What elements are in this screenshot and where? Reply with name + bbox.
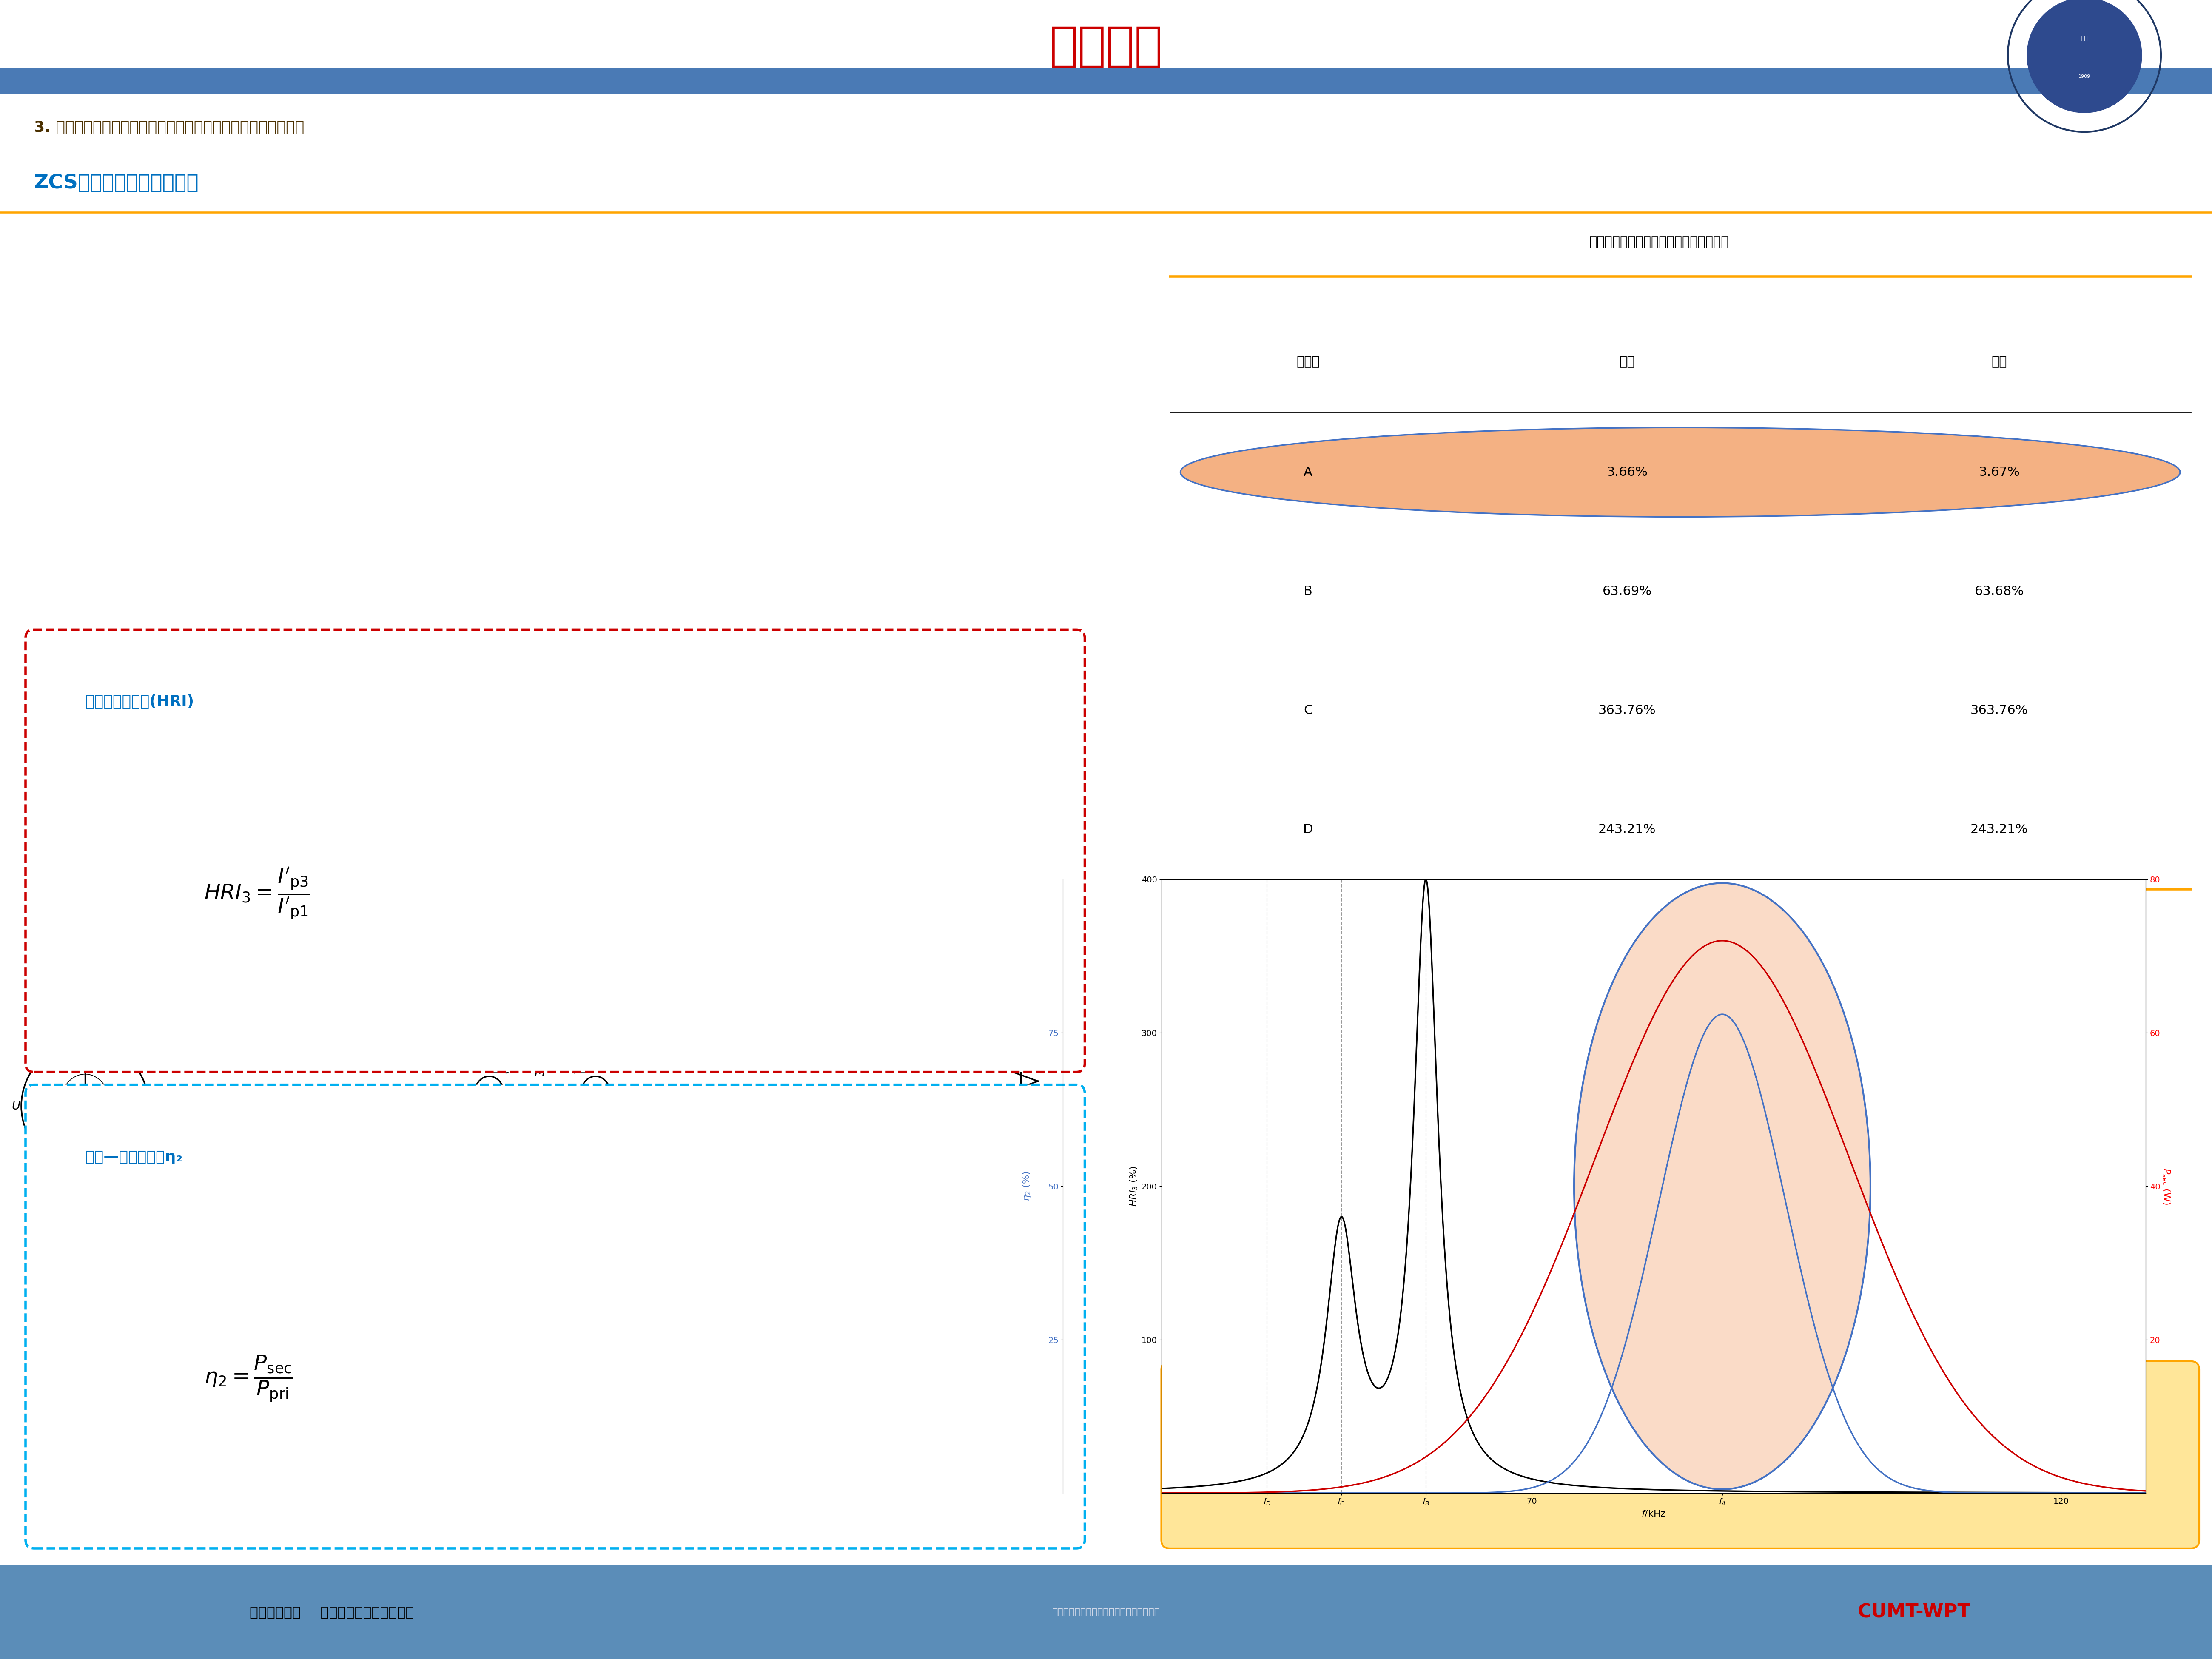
X-axis label: $f$/kHz: $f$/kHz (1641, 1510, 1666, 1518)
Text: 理论: 理论 (1619, 355, 1635, 368)
Y-axis label: $\eta_2$ (%): $\eta_2$ (%) (1022, 1171, 1031, 1201)
Text: 243.21%: 243.21% (1971, 823, 2028, 836)
FancyBboxPatch shape (27, 1085, 1084, 1548)
Text: 中国电工技术学会《电气技术》杂志社发布: 中国电工技术学会《电气技术》杂志社发布 (1053, 1608, 1159, 1616)
Circle shape (2026, 0, 2141, 113)
Text: 矿大: 矿大 (2081, 35, 2088, 41)
Bar (0, 68, 2212, 93)
Text: 363.76%: 363.76% (1971, 703, 2028, 717)
Text: $R_{\rm s}$: $R_{\rm s}$ (772, 1364, 785, 1375)
Text: 三次谐波含有率(HRI): 三次谐波含有率(HRI) (84, 695, 195, 708)
Text: SS拓扑ICPT系统的电路结构: SS拓扑ICPT系统的电路结构 (493, 1407, 613, 1418)
FancyBboxPatch shape (1161, 1362, 2199, 1548)
Text: $U_{\rm L}$: $U_{\rm L}$ (956, 994, 969, 1005)
Text: 3.67%: 3.67% (1980, 466, 2020, 478)
Text: $I_{\rm s}$: $I_{\rm s}$ (668, 825, 677, 838)
Text: 243.21%: 243.21% (1599, 823, 1657, 836)
Text: $U_{\rm i}$: $U_{\rm i}$ (11, 1100, 22, 1112)
Text: 工作点: 工作点 (1296, 355, 1321, 368)
Text: $I_{\rm p}$: $I_{\rm p}$ (471, 1362, 480, 1377)
Text: $R_{\rm L}$: $R_{\rm L}$ (1055, 1024, 1068, 1035)
Text: 363.76%: 363.76% (1599, 703, 1657, 717)
Text: $M$: $M$ (535, 1065, 546, 1078)
Text: $f_0=f_{\rm A}=\mathbf{88\ kHz}$: $f_0=f_{\rm A}=\mathbf{88\ kHz}$ (1595, 1443, 1765, 1465)
Text: 技术实现: 技术实现 (1048, 23, 1164, 70)
Text: −: − (774, 922, 783, 932)
Ellipse shape (1575, 883, 1871, 1490)
Text: 3.66%: 3.66% (1606, 466, 1648, 478)
Text: $R_{\rm p}$: $R_{\rm p}$ (299, 1362, 314, 1377)
Text: $\eta_2 = \dfrac{P_{\rm sec}}{P_{\rm pri}}$: $\eta_2 = \dfrac{P_{\rm sec}}{P_{\rm pri… (204, 1354, 294, 1404)
Text: +: + (962, 1039, 969, 1047)
Y-axis label: $P_{\rm sec}$ (W): $P_{\rm sec}$ (W) (2161, 1168, 2170, 1204)
Text: +: + (1073, 941, 1079, 949)
Text: $Z'_{\rm sk}$: $Z'_{\rm sk}$ (796, 758, 821, 773)
Text: $C_{\rm p}$: $C_{\rm p}$ (321, 795, 334, 808)
Text: 63.68%: 63.68% (1975, 586, 2024, 597)
Text: $L_{\rm p}$: $L_{\rm p}$ (434, 1098, 447, 1113)
Text: $+U_{\rm s}$: $+U_{\rm s}$ (684, 922, 703, 932)
Text: −: − (960, 1102, 969, 1112)
Text: 中国矿业大学    无线电能传输研究课题组: 中国矿业大学 无线电能传输研究课题组 (250, 1606, 414, 1619)
Ellipse shape (1181, 428, 2181, 518)
Text: 俺真: 俺真 (1991, 355, 2006, 368)
Text: B: B (1303, 586, 1312, 597)
Text: 3. 基于逆变器软开关工作点谐波特性的无线电能与信号同步传输: 3. 基于逆变器软开关工作点谐波特性的无线电能与信号同步传输 (33, 121, 305, 134)
Text: 线圈—线圈的效率η₂: 线圈—线圈的效率η₂ (84, 1150, 184, 1165)
Text: CUMT-WPT: CUMT-WPT (1858, 1603, 1971, 1621)
Text: $HRI_3 = \dfrac{I'_{\rm p3}}{I'_{\rm p1}}$: $HRI_3 = \dfrac{I'_{\rm p3}}{I'_{\rm p1}… (204, 866, 310, 921)
Text: −: − (29, 1194, 38, 1204)
Text: $C_{\rm s}$: $C_{\rm s}$ (745, 796, 759, 808)
Text: A: A (1303, 466, 1312, 478)
Y-axis label: $HRI_3$ (%): $HRI_3$ (%) (1128, 1166, 1139, 1206)
Text: C: C (1303, 703, 1312, 717)
Text: $Z'_{\rm pk}$: $Z'_{\rm pk}$ (361, 757, 389, 775)
Text: 63.69%: 63.69% (1601, 586, 1652, 597)
FancyBboxPatch shape (27, 629, 1084, 1072)
Text: $L_{\rm s}$: $L_{\rm s}$ (637, 1100, 650, 1112)
Text: $\bfit{HRI}_3$、$\bfit{P}_{\rm sec}$以及$\bfit{\eta}_2$随$\bfit{f}$变化: $\bfit{HRI}_3$、$\bfit{P}_{\rm sec}$以及$\b… (1599, 1332, 1719, 1347)
Text: +: + (29, 994, 38, 1005)
Text: −: − (465, 922, 473, 932)
Text: 1909: 1909 (2079, 75, 2090, 78)
Text: D: D (1303, 823, 1314, 836)
Text: 原边电流三次谐波含有率理论与俺真数値: 原边电流三次谐波含有率理论与俺真数値 (1588, 236, 1730, 249)
Text: −: − (1073, 1123, 1079, 1131)
Text: ZCS软开关工作点特性分析: ZCS软开关工作点特性分析 (33, 173, 199, 192)
Bar (0, 1566, 2212, 1659)
Text: $+U_{\rm p}$: $+U_{\rm p}$ (372, 921, 394, 934)
